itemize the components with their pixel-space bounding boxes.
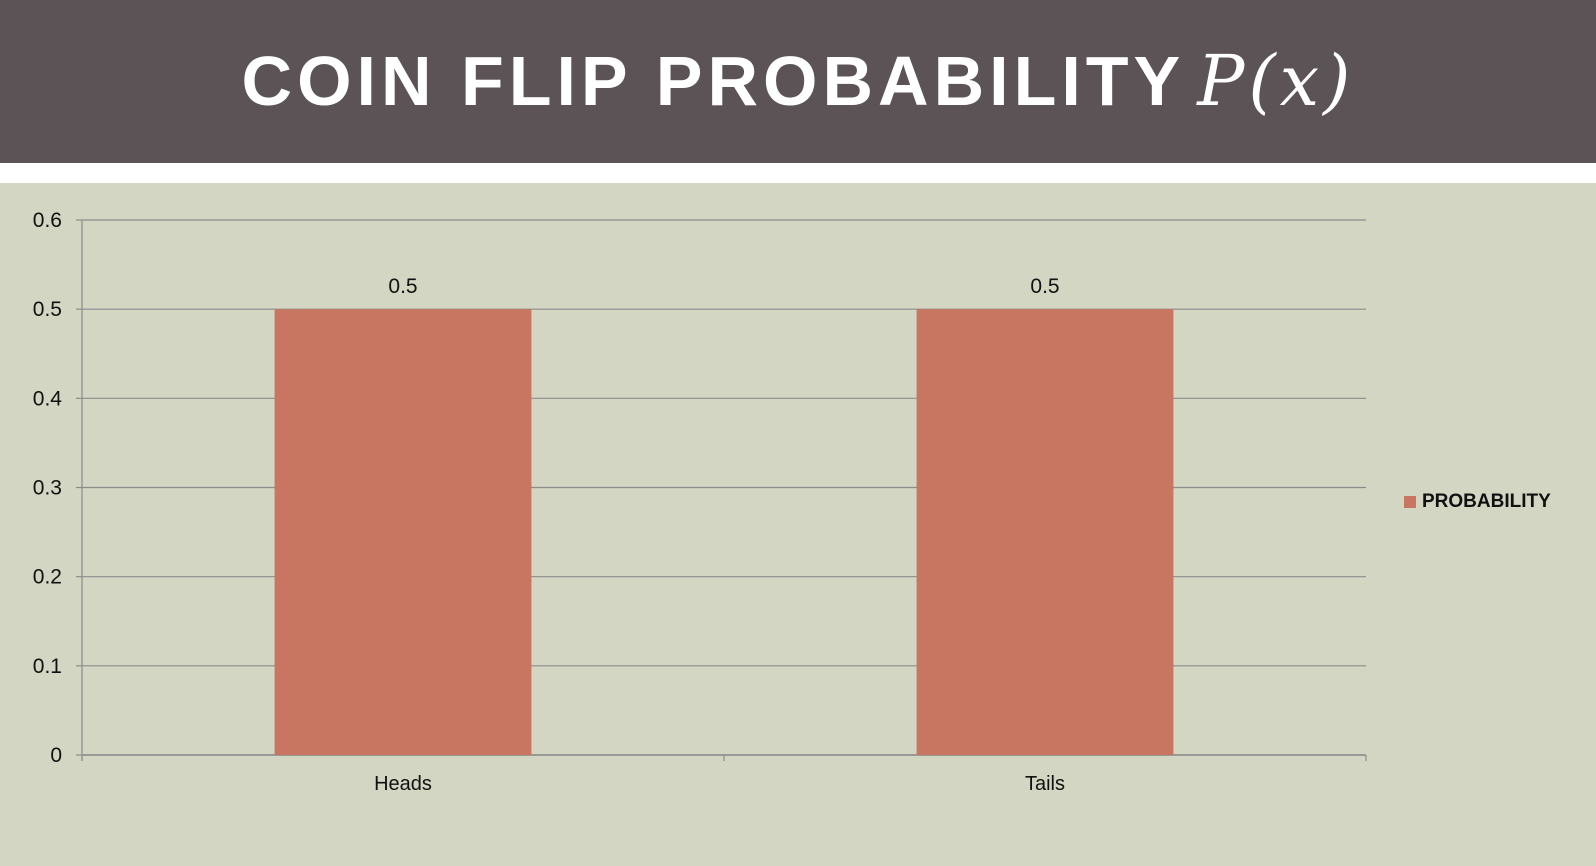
y-tick-label-0: 0 <box>50 744 62 767</box>
slide-title-math: P(x) <box>1197 39 1355 122</box>
y-tick-label-3: 0.3 <box>33 477 62 500</box>
y-tick-label-5: 0.5 <box>33 298 62 321</box>
data-label-heads: 0.5 <box>388 275 417 298</box>
title-bar: COIN FLIP PROBABILITY P(x) <box>0 0 1596 163</box>
slide-title: COIN FLIP PROBABILITY P(x) <box>242 40 1355 122</box>
chart-legend: PROBABILITY <box>1404 491 1551 513</box>
y-tick-label-6: 0.6 <box>33 209 62 232</box>
slide-title-main: COIN FLIP PROBABILITY <box>241 41 1186 120</box>
bar-tails <box>916 309 1174 755</box>
bar-heads <box>274 309 532 755</box>
x-category-label-heads: Heads <box>374 773 432 795</box>
legend-label-probability: PROBABILITY <box>1422 491 1551 512</box>
y-tick-label-1: 0.1 <box>33 655 62 678</box>
data-label-tails: 0.5 <box>1030 275 1059 298</box>
legend-swatch-probability <box>1404 496 1416 508</box>
y-tick-label-2: 0.2 <box>33 566 62 589</box>
title-divider <box>0 163 1596 183</box>
y-tick-label-4: 0.4 <box>33 387 63 410</box>
x-category-label-tails: Tails <box>1025 773 1065 795</box>
